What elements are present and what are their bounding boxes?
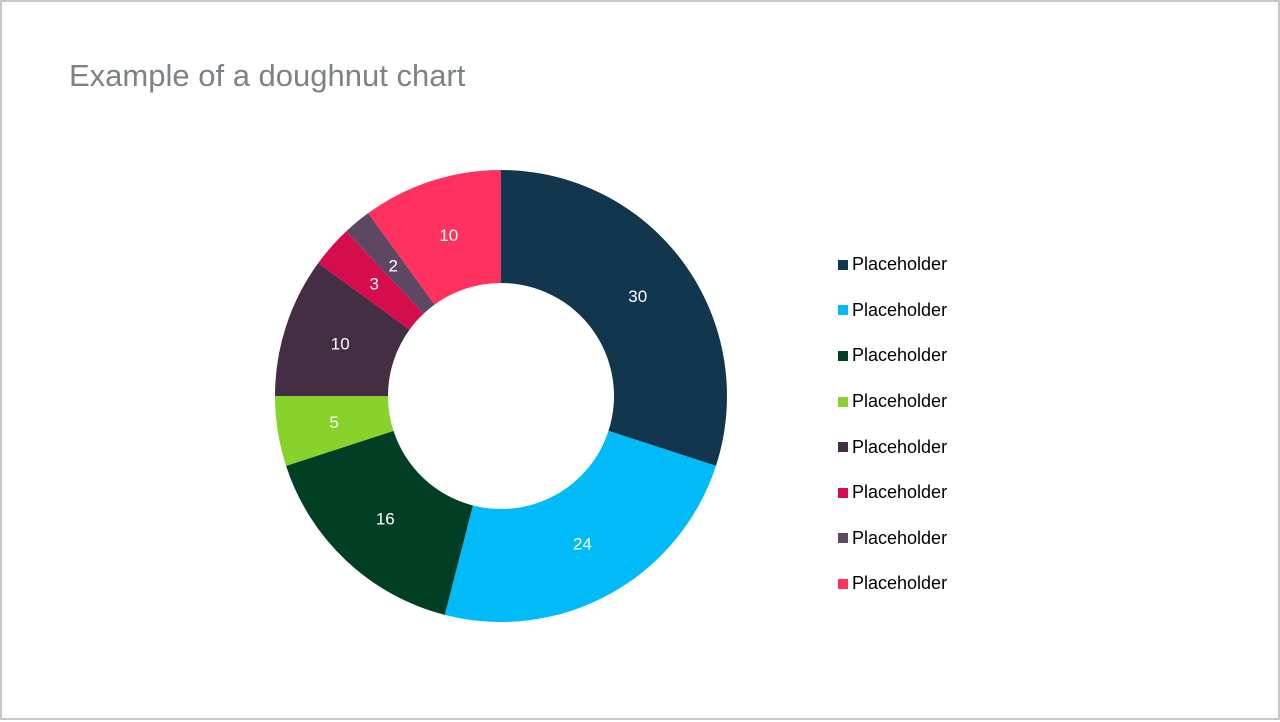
doughnut-slice-3 (286, 430, 473, 615)
doughnut-slice-1 (501, 170, 727, 466)
data-label-3: 16 (376, 510, 395, 529)
legend-label: Placeholder (852, 254, 948, 275)
data-label-7: 2 (389, 256, 398, 275)
doughnut-slice-2 (444, 430, 716, 622)
legend-swatch (838, 533, 848, 544)
legend-item-5: Placeholder (838, 424, 1038, 470)
legend-label: Placeholder (852, 482, 948, 503)
legend-item-7: Placeholder (838, 516, 1038, 562)
legend-swatch (838, 396, 848, 407)
data-label-8: 10 (439, 226, 458, 245)
doughnut-slice-5 (275, 263, 410, 396)
legend-swatch (838, 259, 848, 270)
legend-item-8: Placeholder (838, 561, 1038, 607)
data-label-4: 5 (329, 413, 338, 432)
doughnut-slice-7 (346, 213, 435, 314)
legend-swatch (838, 305, 848, 316)
legend-label: Placeholder (852, 573, 948, 594)
data-label-5: 10 (331, 334, 350, 353)
data-labels: 30 24 16 5 10 32 10 (329, 226, 647, 554)
legend-label: Placeholder (852, 527, 948, 548)
doughnut-slice-8 (368, 170, 501, 305)
legend-label: Placeholder (852, 299, 948, 320)
data-label-1: 30 (628, 287, 647, 306)
legend-swatch (838, 442, 848, 453)
doughnut-slice-4 (275, 396, 394, 466)
doughnut-slices (275, 170, 727, 622)
legend-label: Placeholder (852, 391, 948, 412)
legend-swatch (838, 487, 848, 498)
chart-title: Example of a doughnut chart (69, 58, 466, 93)
legend-item-6: Placeholder (838, 470, 1038, 516)
legend-label: Placeholder (852, 345, 948, 366)
doughnut-slice-6 (318, 231, 424, 330)
legend-label: Placeholder (852, 436, 948, 457)
legend-item-1: Placeholder (838, 242, 1038, 288)
legend-item-4: Placeholder (838, 379, 1038, 425)
legend-item-3: Placeholder (838, 333, 1038, 379)
legend-swatch (838, 350, 848, 361)
legend-item-2: Placeholder (838, 288, 1038, 334)
data-label-2: 24 (573, 535, 592, 554)
chart-legend: Placeholder Placeholder Placeholder Placeho… (838, 242, 1038, 607)
legend-swatch (838, 578, 848, 589)
data-label-6: 3 (369, 275, 378, 294)
